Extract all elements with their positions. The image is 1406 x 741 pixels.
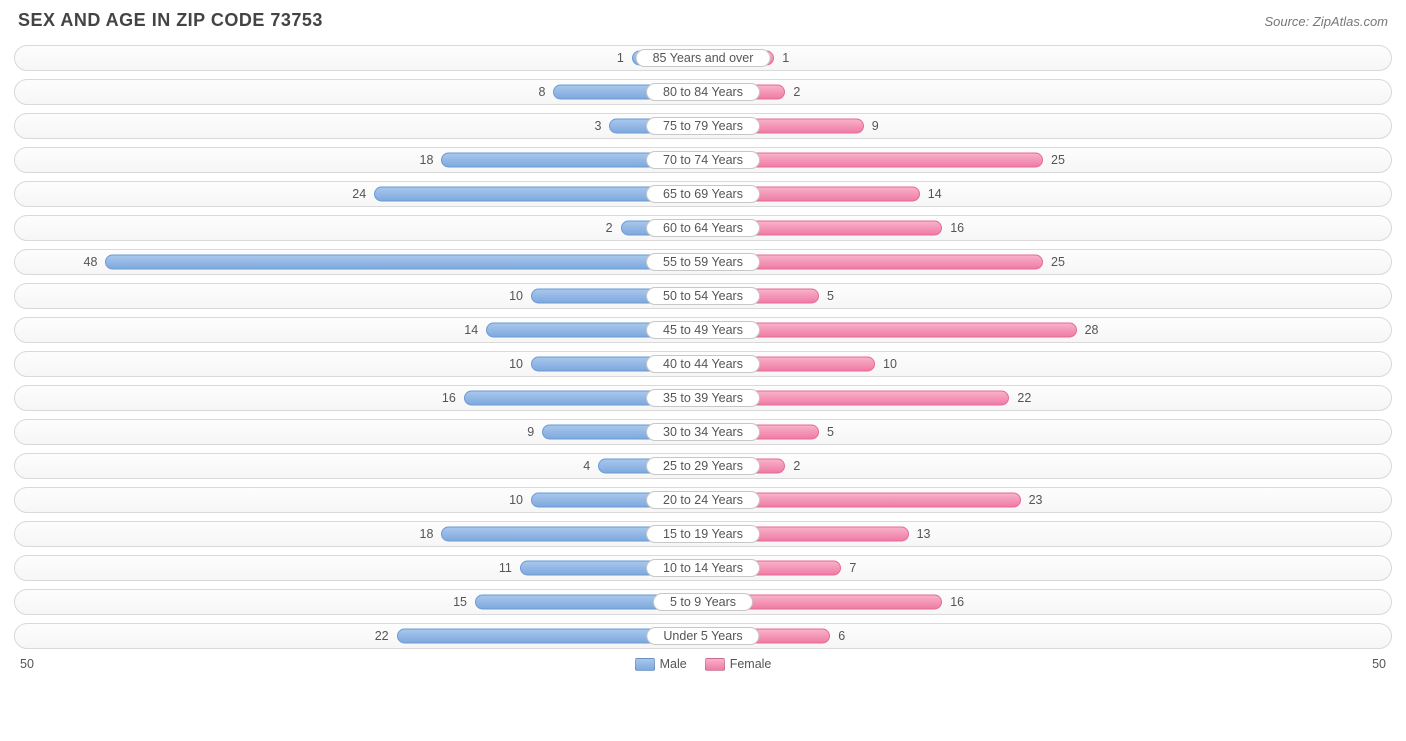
male-value: 4	[583, 459, 590, 473]
legend-male-label: Male	[660, 657, 687, 671]
age-row: 60 to 64 Years 2 16	[14, 215, 1392, 241]
age-label: 75 to 79 Years	[646, 117, 760, 135]
age-label: 65 to 69 Years	[646, 185, 760, 203]
age-row: 30 to 34 Years 9 5	[14, 419, 1392, 445]
axis-max-right: 50	[1372, 657, 1386, 671]
male-swatch-icon	[635, 658, 655, 671]
age-row: 45 to 49 Years 14 28	[14, 317, 1392, 343]
age-row: 50 to 54 Years 10 5	[14, 283, 1392, 309]
age-label: 85 Years and over	[636, 49, 771, 67]
legend-female: Female	[705, 657, 772, 671]
axis-max-left: 50	[20, 657, 34, 671]
age-label: 20 to 24 Years	[646, 491, 760, 509]
male-value: 10	[509, 289, 523, 303]
age-label: 10 to 14 Years	[646, 559, 760, 577]
male-value: 18	[420, 527, 434, 541]
female-value: 16	[950, 595, 964, 609]
population-pyramid-chart: 85 Years and over1180 to 84 Years8275 to…	[14, 45, 1392, 649]
age-row: 55 to 59 Years 48 25	[14, 249, 1392, 275]
age-label: 45 to 49 Years	[646, 321, 760, 339]
female-value: 9	[872, 119, 879, 133]
age-label: 70 to 74 Years	[646, 151, 760, 169]
female-value: 7	[849, 561, 856, 575]
age-row: 65 to 69 Years 24 14	[14, 181, 1392, 207]
male-value: 48	[84, 255, 98, 269]
chart-source: Source: ZipAtlas.com	[1264, 14, 1388, 29]
male-value: 10	[509, 493, 523, 507]
male-value: 10	[509, 357, 523, 371]
age-label: 40 to 44 Years	[646, 355, 760, 373]
female-value: 5	[827, 425, 834, 439]
female-value: 25	[1051, 153, 1065, 167]
male-value: 3	[594, 119, 601, 133]
age-label: 5 to 9 Years	[653, 593, 753, 611]
age-row: 25 to 29 Years 4 2	[14, 453, 1392, 479]
male-value: 14	[464, 323, 478, 337]
female-value: 13	[917, 527, 931, 541]
age-label: 80 to 84 Years	[646, 83, 760, 101]
male-value: 2	[606, 221, 613, 235]
age-row: 10 to 14 Years 11 7	[14, 555, 1392, 581]
age-label: 60 to 64 Years	[646, 219, 760, 237]
female-value: 23	[1029, 493, 1043, 507]
female-value: 25	[1051, 255, 1065, 269]
age-row: 15 to 19 Years 18 13	[14, 521, 1392, 547]
male-value: 9	[527, 425, 534, 439]
age-label: 30 to 34 Years	[646, 423, 760, 441]
male-value: 11	[499, 561, 512, 575]
age-row: 80 to 84 Years 8 2	[14, 79, 1392, 105]
chart-header: SEX AND AGE IN ZIP CODE 73753 Source: Zi…	[14, 10, 1392, 31]
legend: Male Female	[635, 657, 772, 671]
age-row: 20 to 24 Years 10 23	[14, 487, 1392, 513]
male-value: 16	[442, 391, 456, 405]
female-value: 2	[793, 85, 800, 99]
chart-title: SEX AND AGE IN ZIP CODE 73753	[18, 10, 323, 31]
age-row: 75 to 79 Years 3 9	[14, 113, 1392, 139]
age-row: 85 Years and over 1 1	[14, 45, 1392, 71]
age-label: 50 to 54 Years	[646, 287, 760, 305]
female-value: 2	[793, 459, 800, 473]
female-value: 16	[950, 221, 964, 235]
age-row: 40 to 44 Years 10 10	[14, 351, 1392, 377]
male-value: 15	[453, 595, 467, 609]
female-value: 22	[1017, 391, 1031, 405]
legend-male: Male	[635, 657, 687, 671]
age-label: 25 to 29 Years	[646, 457, 760, 475]
male-value: 22	[375, 629, 389, 643]
male-value: 1	[617, 51, 624, 65]
legend-female-label: Female	[730, 657, 772, 671]
female-value: 6	[838, 629, 845, 643]
male-bar	[105, 255, 703, 270]
male-value: 18	[420, 153, 434, 167]
female-value: 28	[1085, 323, 1099, 337]
female-value: 1	[782, 51, 789, 65]
female-value: 5	[827, 289, 834, 303]
male-value: 8	[538, 85, 545, 99]
age-label: 35 to 39 Years	[646, 389, 760, 407]
female-value: 10	[883, 357, 897, 371]
female-value: 14	[928, 187, 942, 201]
age-row: 35 to 39 Years 16 22	[14, 385, 1392, 411]
female-swatch-icon	[705, 658, 725, 671]
chart-footer: 50 Male Female 50	[14, 657, 1392, 671]
male-value: 24	[352, 187, 366, 201]
age-label: Under 5 Years	[646, 627, 759, 645]
age-row: 70 to 74 Years 18 25	[14, 147, 1392, 173]
age-row: Under 5 Years 22 6	[14, 623, 1392, 649]
age-label: 15 to 19 Years	[646, 525, 760, 543]
age-label: 55 to 59 Years	[646, 253, 760, 271]
age-row: 5 to 9 Years 15 16	[14, 589, 1392, 615]
